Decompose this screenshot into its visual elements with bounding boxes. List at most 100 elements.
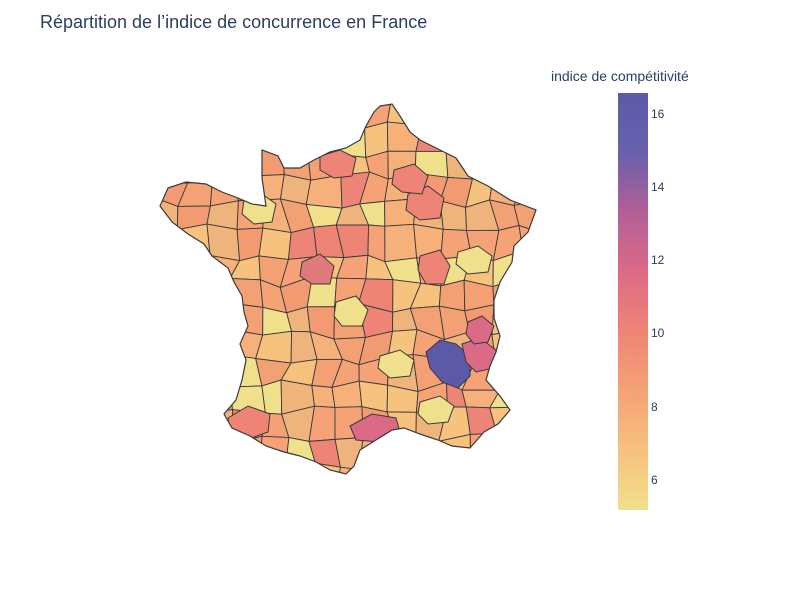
department-region[interactable] — [261, 379, 283, 415]
department-region[interactable] — [206, 328, 234, 362]
department-region[interactable] — [435, 467, 475, 490]
department-region[interactable] — [156, 382, 181, 414]
department-region[interactable] — [358, 468, 395, 490]
department-region[interactable] — [520, 276, 546, 314]
department-region[interactable] — [514, 148, 546, 184]
department-region[interactable] — [310, 100, 335, 133]
department-region[interactable] — [514, 328, 546, 361]
department-mid-high[interactable] — [299, 253, 335, 285]
department-region[interactable] — [232, 147, 263, 180]
department-region[interactable] — [287, 226, 318, 260]
department-region[interactable] — [280, 457, 316, 490]
department-highest[interactable] — [425, 339, 471, 389]
department-region[interactable] — [253, 120, 293, 152]
department-region[interactable] — [204, 152, 237, 182]
department-mid-high[interactable] — [405, 185, 445, 221]
department-low[interactable] — [417, 395, 455, 425]
department-region[interactable] — [156, 257, 189, 285]
department-region[interactable] — [179, 412, 213, 439]
department-region[interactable] — [156, 306, 188, 339]
department-region[interactable] — [284, 100, 313, 133]
department-region[interactable] — [311, 385, 336, 408]
department-region[interactable] — [517, 406, 546, 442]
department-region[interactable] — [490, 120, 519, 156]
department-region[interactable] — [178, 100, 210, 129]
department-region[interactable] — [492, 459, 525, 490]
department-low[interactable] — [377, 349, 415, 379]
department-mid-high[interactable] — [391, 163, 429, 195]
department-region[interactable] — [156, 148, 189, 184]
department-region[interactable] — [513, 174, 546, 207]
department-region[interactable] — [156, 228, 183, 262]
department-mid-high[interactable] — [417, 249, 451, 285]
department-region[interactable] — [465, 100, 498, 125]
department-region[interactable] — [491, 328, 522, 361]
department-region[interactable] — [469, 462, 496, 490]
department-region[interactable] — [179, 359, 209, 388]
department-region[interactable] — [438, 121, 468, 152]
department-region[interactable] — [336, 466, 360, 490]
department-region[interactable] — [231, 457, 263, 490]
department-region[interactable] — [518, 432, 546, 469]
department-region[interactable] — [412, 461, 442, 490]
department-region[interactable] — [206, 457, 233, 490]
department-region[interactable] — [490, 148, 525, 184]
department-region[interactable] — [156, 432, 182, 464]
department-region[interactable] — [306, 124, 338, 155]
department-region[interactable] — [179, 382, 209, 415]
department-region[interactable] — [178, 435, 213, 468]
department-region[interactable] — [466, 148, 495, 180]
department-region[interactable] — [415, 124, 447, 152]
department-region[interactable] — [254, 100, 293, 132]
department-region[interactable] — [445, 148, 474, 180]
department-region[interactable] — [489, 406, 520, 442]
department-region[interactable] — [282, 120, 312, 152]
department-region[interactable] — [227, 277, 264, 308]
department-region[interactable] — [156, 332, 188, 365]
department-region[interactable] — [206, 302, 232, 331]
department-region[interactable] — [203, 100, 235, 128]
department-region[interactable] — [393, 432, 417, 470]
department-region[interactable] — [232, 121, 263, 156]
department-region[interactable] — [156, 405, 182, 437]
department-region[interactable] — [438, 100, 472, 128]
department-region[interactable] — [203, 121, 235, 156]
department-region[interactable] — [202, 409, 235, 444]
department-region[interactable] — [235, 175, 265, 202]
department-region[interactable] — [332, 100, 370, 129]
department-high[interactable] — [465, 315, 495, 345]
department-region[interactable] — [181, 254, 211, 285]
department-region[interactable] — [514, 100, 546, 132]
department-region[interactable] — [465, 121, 498, 156]
department-region[interactable] — [156, 100, 183, 129]
department-region[interactable] — [156, 359, 186, 387]
department-region[interactable] — [520, 250, 546, 279]
department-low[interactable] — [333, 295, 369, 327]
department-region[interactable] — [518, 224, 546, 255]
department-region[interactable] — [206, 436, 235, 468]
department-region[interactable] — [384, 223, 418, 263]
department-region[interactable] — [178, 283, 209, 308]
department-region[interactable] — [412, 436, 442, 470]
department-region[interactable] — [156, 125, 188, 153]
department-region[interactable] — [207, 354, 234, 388]
department-region[interactable] — [495, 100, 519, 125]
department-region[interactable] — [469, 432, 498, 469]
department-region[interactable] — [178, 126, 206, 154]
department-region[interactable] — [491, 304, 523, 336]
department-region[interactable] — [156, 281, 189, 309]
department-region[interactable] — [253, 147, 285, 177]
department-region[interactable] — [258, 227, 292, 260]
department-region[interactable] — [516, 459, 546, 490]
department-region[interactable] — [494, 359, 524, 391]
department-region[interactable] — [259, 435, 290, 464]
department-region[interactable] — [515, 120, 546, 156]
department-region[interactable] — [389, 460, 414, 490]
department-region[interactable] — [228, 100, 258, 132]
department-region[interactable] — [178, 457, 210, 490]
department-region[interactable] — [492, 432, 525, 464]
department-region[interactable] — [414, 100, 440, 128]
department-region[interactable] — [184, 328, 209, 362]
department-region[interactable] — [203, 277, 231, 307]
